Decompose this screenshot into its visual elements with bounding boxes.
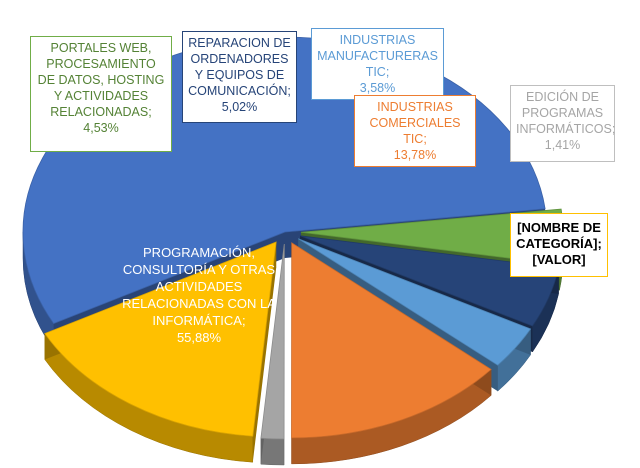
data-label-6-value: [VALOR] [532, 252, 586, 267]
slice-3 [298, 238, 532, 366]
data-label-3-value: 3,58% [359, 81, 396, 95]
slice-side-5 [260, 437, 285, 466]
data-label-4-value: 13,78% [393, 148, 437, 162]
slice-4 [291, 242, 492, 439]
slice-wall-6-0 [252, 241, 277, 463]
data-label-4-name: INDUSTRIAS COMERCIALES TIC; [369, 100, 461, 146]
slice-6 [44, 241, 277, 437]
slice-5 [260, 243, 285, 440]
data-label-5-name: EDICIÓN DE PROGRAMAS INFORMÁTICOS; [516, 90, 616, 136]
data-label-3-name: INDUSTRIAS MANUFACTURERAS TIC; [317, 33, 438, 79]
data-label-0-value: 55,88% [176, 330, 222, 345]
data-label-5: EDICIÓN DE PROGRAMAS INFORMÁTICOS; 1,41% [510, 85, 615, 162]
data-label-2-name: REPARACION DE ORDENADORES Y EQUIPOS DE C… [188, 36, 291, 98]
data-label-2: REPARACION DE ORDENADORES Y EQUIPOS DE C… [182, 31, 297, 123]
data-label-6-name: [NOMBRE DE CATEGORÍA]; [516, 220, 602, 251]
data-label-0: PROGRAMACIÓN, CONSULTORÍA Y OTRAS ACTIVI… [113, 241, 285, 359]
data-label-6: [NOMBRE DE CATEGORÍA]; [VALOR] [510, 213, 608, 277]
data-label-3: INDUSTRIAS MANUFACTURERAS TIC; 3,58% [311, 28, 444, 100]
data-label-1-name: PORTALES WEB, PROCESAMIENTO DE DATOS, HO… [37, 41, 165, 119]
data-label-1: PORTALES WEB, PROCESAMIENTO DE DATOS, HO… [30, 36, 172, 152]
data-label-5-value: 1,41% [544, 138, 581, 152]
data-label-0-name: PROGRAMACIÓN, CONSULTORÍA Y OTRAS ACTIVI… [122, 245, 276, 328]
data-label-2-value: 5,02% [221, 100, 258, 114]
data-label-1-value: 4,53% [83, 121, 119, 135]
data-label-4: INDUSTRIAS COMERCIALES TIC; 13,78% [354, 95, 476, 167]
